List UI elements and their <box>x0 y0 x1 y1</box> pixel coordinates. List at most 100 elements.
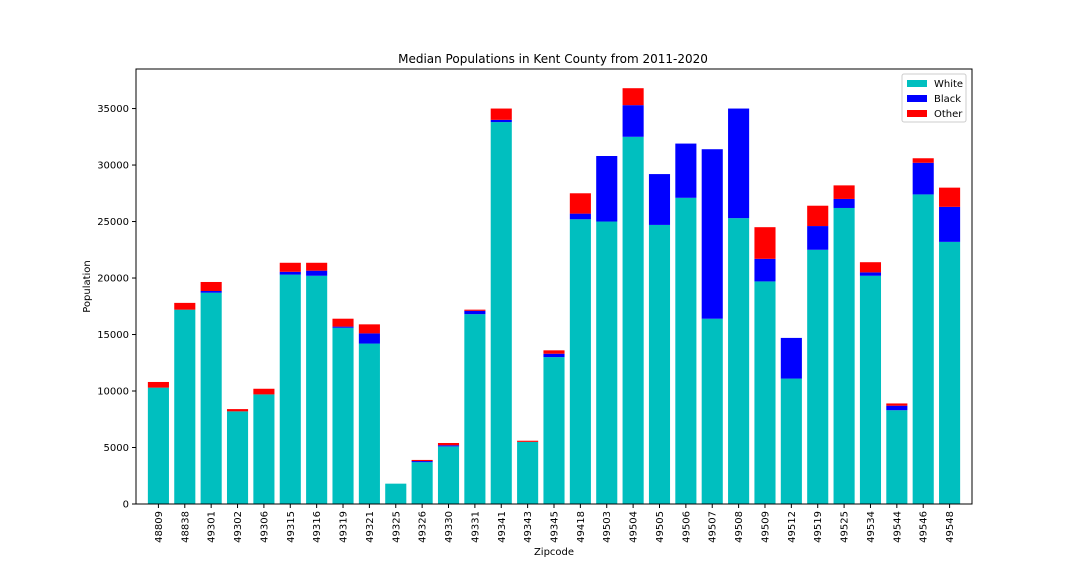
bar-black-49534 <box>859 272 882 276</box>
bar-white-49301 <box>200 292 222 504</box>
bar-white-49325 <box>385 483 407 504</box>
bar-white-49512 <box>780 378 802 504</box>
x-axis-label: Zipcode <box>534 547 574 558</box>
bar-other-49331 <box>464 309 486 311</box>
x-tick-label: 49343 <box>523 511 534 543</box>
x-tick-label: 48809 <box>154 511 165 543</box>
x-tick-label: 49315 <box>286 511 297 543</box>
x-tick-label: 49546 <box>919 511 930 543</box>
bar-white-49306 <box>253 394 275 504</box>
bar-black-49544 <box>886 405 908 411</box>
bar-black-49319 <box>332 326 354 328</box>
legend-swatch-other <box>907 110 927 117</box>
bar-black-49301 <box>200 291 222 293</box>
legend-label-white: White <box>934 79 963 90</box>
bar-white-49341 <box>490 122 512 505</box>
x-tick-label: 49548 <box>945 511 956 543</box>
bar-white-49508 <box>728 218 750 504</box>
x-tick-label: 49330 <box>444 511 455 543</box>
legend-swatch-black <box>907 95 927 102</box>
x-tick-label: 49507 <box>708 511 719 543</box>
bar-white-49321 <box>358 343 380 504</box>
x-tick-label: 49525 <box>840 511 851 543</box>
bar-white-49505 <box>648 224 671 505</box>
bar-other-49544 <box>886 403 908 406</box>
legend-label-black: Black <box>934 94 961 105</box>
legend-swatch-white <box>907 80 927 87</box>
bar-other-49326 <box>411 459 433 462</box>
bar-white-48809 <box>147 387 169 504</box>
y-tick-label: 15000 <box>97 330 129 341</box>
bars-group <box>147 88 961 505</box>
bar-white-49504 <box>622 136 644 504</box>
x-tick-label: 49331 <box>470 511 481 543</box>
bar-white-49503 <box>596 221 618 504</box>
y-axis-label: Population <box>82 260 93 313</box>
bar-other-49546 <box>912 158 934 163</box>
y-tick-label: 10000 <box>97 387 129 398</box>
x-tick-label: 49509 <box>760 511 771 543</box>
bar-white-49509 <box>754 281 776 504</box>
bar-white-49315 <box>279 274 301 504</box>
bar-black-49331 <box>464 310 486 315</box>
x-tick-label: 49418 <box>576 511 587 543</box>
bar-white-49343 <box>517 441 539 504</box>
bar-other-49330 <box>437 442 460 446</box>
x-tick-label: 49301 <box>207 511 218 543</box>
bar-other-49345 <box>543 350 565 354</box>
bar-black-49548 <box>939 206 961 242</box>
x-tick-label: 49325 <box>391 511 402 543</box>
bar-white-49302 <box>226 411 249 504</box>
bar-other-49341 <box>490 108 512 120</box>
chart-title: Median Populations in Kent County from 2… <box>398 52 708 66</box>
bar-white-49331 <box>464 314 486 504</box>
x-tick-label: 49505 <box>655 511 666 543</box>
bar-black-49418 <box>569 213 591 220</box>
bar-other-49343 <box>517 440 539 442</box>
plot-frame <box>135 68 973 505</box>
x-tick-label: 49302 <box>233 511 244 543</box>
bar-other-49534 <box>859 262 882 273</box>
x-tick-label: 49306 <box>259 511 270 543</box>
x-tick-label: 49508 <box>734 511 745 543</box>
bar-other-49525 <box>833 185 855 199</box>
bar-black-49321 <box>358 333 380 344</box>
y-tick-label: 20000 <box>97 274 129 285</box>
bar-white-49525 <box>833 207 855 504</box>
bar-other-49302 <box>226 409 249 412</box>
bar-white-49519 <box>807 249 829 504</box>
bar-black-49546 <box>912 162 934 195</box>
bar-other-49321 <box>358 324 380 334</box>
bar-other-49301 <box>200 281 222 292</box>
bar-other-49509 <box>754 227 776 259</box>
bar-white-49418 <box>569 219 591 505</box>
legend: White Black Other <box>901 73 967 123</box>
bar-white-49534 <box>859 275 882 504</box>
bar-other-49315 <box>279 262 301 272</box>
bar-white-49544 <box>886 410 908 504</box>
x-tick-label: 49321 <box>365 511 376 543</box>
bar-white-49345 <box>543 357 565 504</box>
bar-white-49507 <box>701 318 723 504</box>
bar-black-49326 <box>411 461 433 463</box>
bar-black-49315 <box>279 271 301 275</box>
x-tick-label: 49506 <box>681 511 692 543</box>
bar-other-48838 <box>174 302 196 310</box>
x-tick-label: 49512 <box>787 511 798 543</box>
bar-white-49506 <box>675 197 697 505</box>
bar-white-49548 <box>939 241 961 505</box>
bar-other-49319 <box>332 318 354 327</box>
y-tick-label: 25000 <box>97 217 129 228</box>
bar-other-49418 <box>569 193 591 214</box>
y-tick-label: 5000 <box>104 443 129 454</box>
y-tick-label: 35000 <box>97 104 129 115</box>
bar-black-49509 <box>754 258 776 282</box>
bar-black-49341 <box>490 119 512 123</box>
legend-label-other: Other <box>934 109 963 120</box>
bar-white-49316 <box>306 275 328 504</box>
bar-black-49503 <box>596 156 618 222</box>
bar-black-49507 <box>701 149 723 319</box>
x-tick-label: 49319 <box>339 511 350 543</box>
bar-other-49519 <box>807 205 829 227</box>
